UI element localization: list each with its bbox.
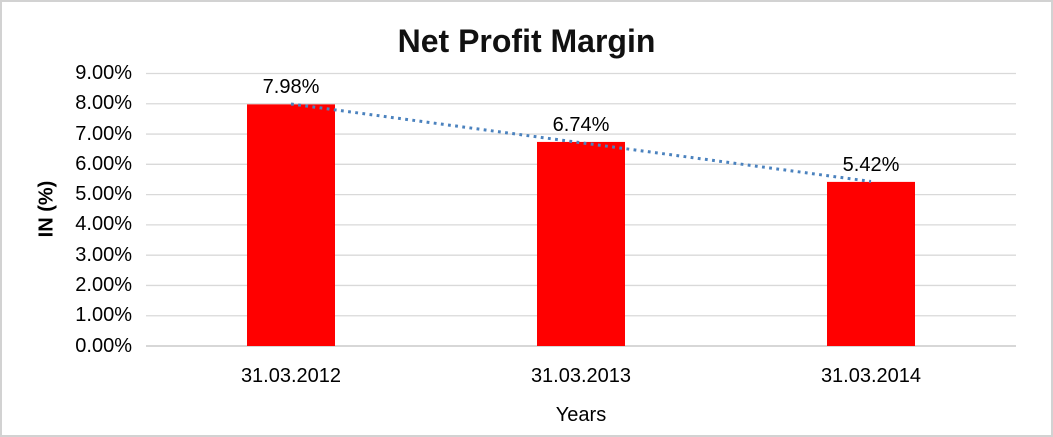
y-tick-label: 9.00%	[75, 62, 132, 84]
y-tick-label: 6.00%	[75, 152, 132, 175]
x-axis-title: Years	[555, 404, 607, 426]
category-label: 31.03.2012	[240, 365, 342, 387]
bar	[827, 181, 915, 346]
category-label: 31.03.2014	[820, 365, 922, 387]
y-tick-label: 0.00%	[75, 334, 132, 357]
bar	[537, 141, 625, 346]
y-tick-label: 5.00%	[75, 183, 132, 206]
y-tick-label: 3.00%	[75, 243, 132, 266]
y-tick-label: 8.00%	[75, 92, 132, 115]
y-tick-label: 4.00%	[75, 213, 132, 236]
y-tick-label: 2.00%	[75, 273, 132, 296]
y-tick-label: 7.00%	[75, 122, 132, 145]
value-label: 7.98%	[262, 76, 320, 99]
value-label: 6.74%	[552, 113, 610, 136]
bar	[247, 104, 335, 346]
category-label: 31.03.2013	[530, 365, 632, 387]
value-label: 5.42%	[842, 153, 900, 176]
y-tick-label: 1.00%	[75, 304, 132, 327]
chart-title: Net Profit Margin	[397, 23, 656, 59]
